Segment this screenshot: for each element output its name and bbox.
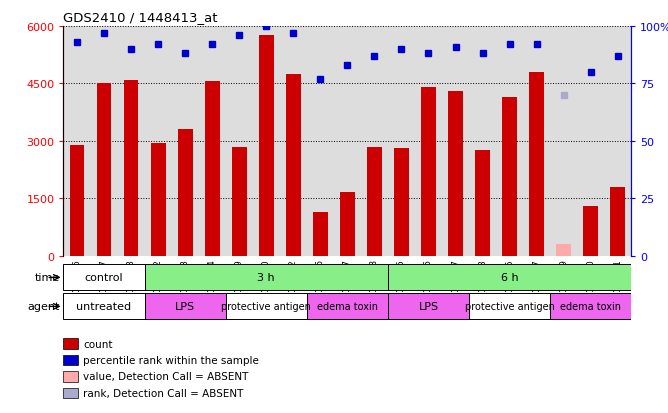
Bar (550, 294, 631, 320)
Bar (124, 80, 138, 256)
Text: percentile rank within the sample: percentile rank within the sample (84, 355, 259, 365)
Text: value, Detection Call = ABSENT: value, Detection Call = ABSENT (84, 372, 248, 382)
Bar (307, 294, 388, 320)
Bar (63, 339, 77, 349)
Bar (611, 188, 625, 256)
Bar (63, 355, 77, 366)
Bar (204, 82, 220, 256)
Text: LPS: LPS (418, 301, 438, 312)
Text: untreated: untreated (76, 301, 132, 312)
Bar (502, 97, 517, 256)
Text: edema toxin: edema toxin (560, 301, 621, 312)
Bar (286, 75, 301, 256)
Bar (63, 388, 77, 398)
Text: time: time (35, 273, 60, 283)
Text: rank, Detection Call = ABSENT: rank, Detection Call = ABSENT (84, 388, 244, 398)
Text: agent: agent (28, 301, 60, 312)
Bar (340, 193, 355, 256)
Bar (178, 130, 192, 256)
Bar (388, 294, 469, 320)
Text: edema toxin: edema toxin (317, 301, 378, 312)
Bar (97, 84, 112, 256)
Text: count: count (84, 339, 113, 349)
Bar (388, 265, 631, 291)
Bar (421, 88, 436, 256)
Bar (556, 244, 571, 256)
Bar (469, 294, 550, 320)
Bar (151, 143, 166, 256)
Text: protective antigen: protective antigen (221, 301, 311, 312)
Bar (529, 73, 544, 256)
Bar (367, 147, 382, 256)
Bar (448, 92, 463, 256)
Bar (232, 147, 246, 256)
Text: 6 h: 6 h (501, 273, 518, 283)
Bar (583, 206, 598, 256)
Bar (475, 151, 490, 256)
Bar (226, 294, 307, 320)
Bar (63, 294, 144, 320)
Bar (313, 212, 328, 256)
Text: GDS2410 / 1448413_at: GDS2410 / 1448413_at (63, 11, 218, 24)
Text: LPS: LPS (175, 301, 195, 312)
Bar (144, 294, 226, 320)
Bar (63, 265, 144, 291)
Bar (69, 145, 84, 256)
Bar (394, 149, 409, 256)
Bar (144, 265, 388, 291)
Bar (259, 36, 274, 256)
Text: 3 h: 3 h (257, 273, 275, 283)
Text: protective antigen: protective antigen (465, 301, 554, 312)
Text: control: control (85, 273, 124, 283)
Bar (63, 371, 77, 382)
